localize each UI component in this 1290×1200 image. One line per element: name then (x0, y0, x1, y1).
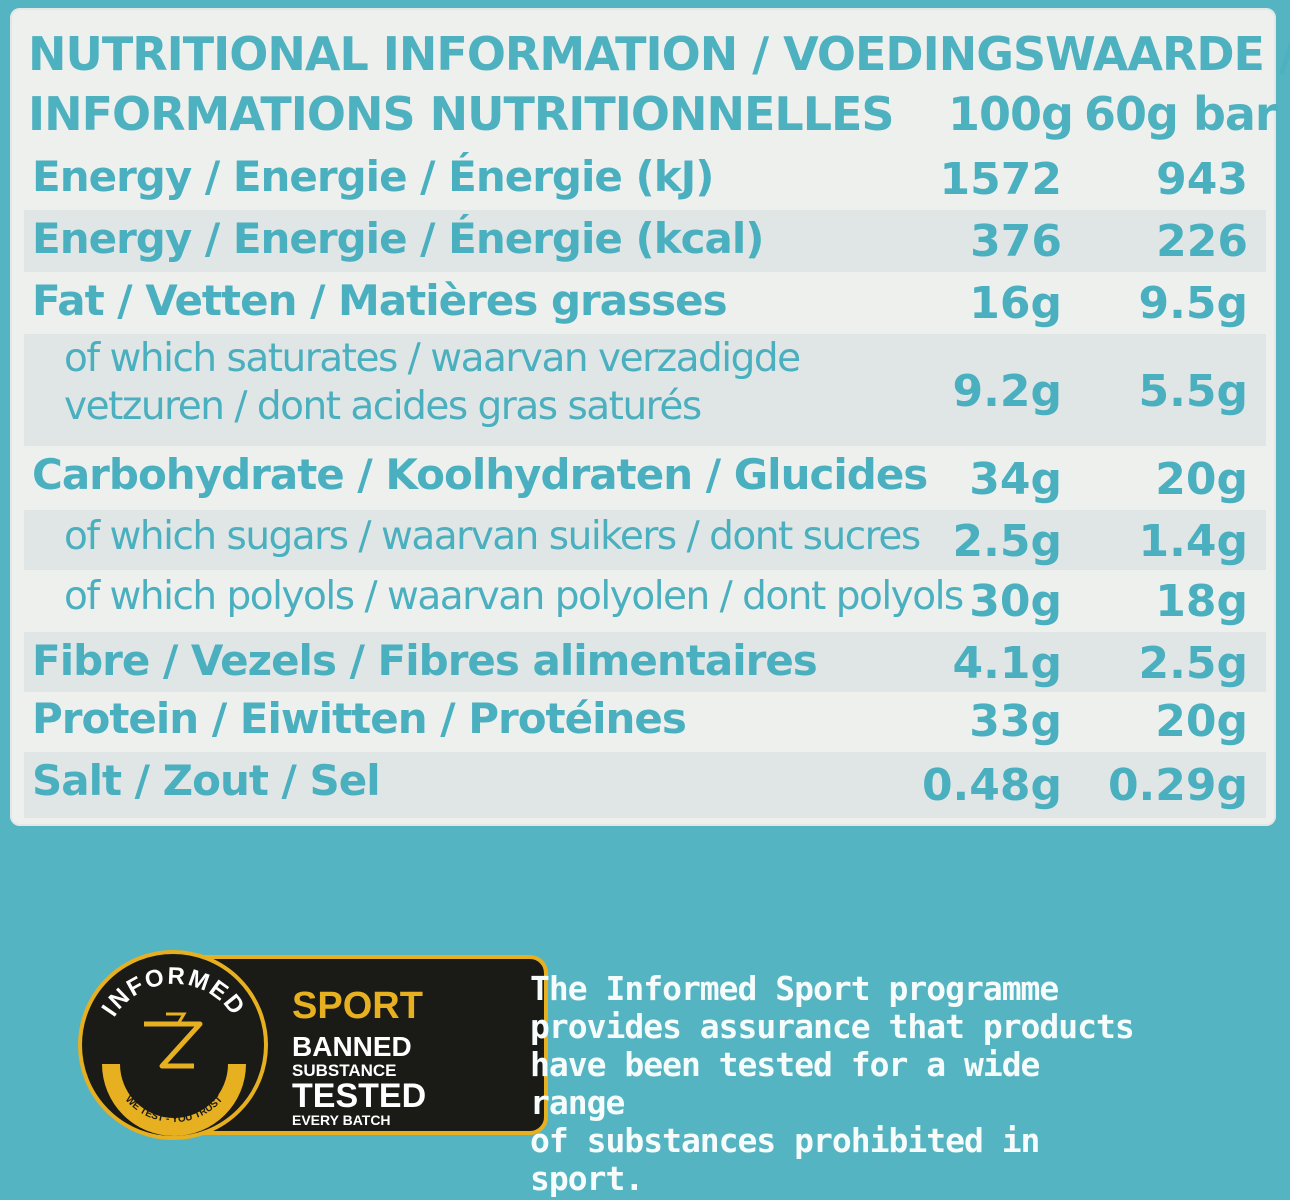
table-row-energy-kcal: Energy / Energie / Énergie (kcal) 376 22… (24, 210, 1266, 272)
informed-sport-description: The Informed Sport programme provides as… (530, 970, 1150, 1198)
table-row-sugars: of which sugars / waarvan suikers / dont… (24, 510, 1266, 570)
nutrition-header: NUTRITIONAL INFORMATION / VOEDINGSWAARDE… (24, 26, 1290, 146)
logo-seal: INFORMED WE TEST - YOU TRUST (78, 950, 268, 1140)
value-per-bar: 5.5g (1138, 366, 1248, 417)
table-row-carbohydrate: Carbohydrate / Koolhydraten / Glucides 3… (24, 446, 1266, 510)
value-per-bar: 226 (1156, 216, 1248, 267)
logo-sport-text: SPORT (292, 985, 423, 1027)
logo-banned-text: BANNED SUBSTANCE TESTED EVERY BATCH (292, 1031, 427, 1128)
nutrition-panel: NUTRITIONAL INFORMATION / VOEDINGSWAARDE… (10, 8, 1290, 826)
logo-banned: BANNED (292, 1031, 412, 1062)
logo-substance: SUBSTANCE (292, 1061, 397, 1080)
value-per-100g: 2.5g (952, 516, 1062, 567)
row-label: Energy / Energie / Énergie (kJ) (32, 152, 714, 201)
row-label: Fibre / Vezels / Fibres alimentaires (32, 636, 818, 685)
column-header-bar: 60g bar (1084, 87, 1278, 141)
value-per-bar: 18g (1155, 576, 1248, 627)
row-label: Carbohydrate / Koolhydraten / Glucides (32, 450, 928, 499)
row-label: of which polyols / waarvan polyolen / do… (64, 574, 964, 619)
description-line: have been tested for a wide range (530, 1045, 1040, 1122)
table-row-fibre: Fibre / Vezels / Fibres alimentaires 4.1… (24, 632, 1266, 692)
column-header-100g: 100g (948, 87, 1074, 141)
value-per-bar: 1.4g (1138, 516, 1248, 567)
table-row-energy-kj: Energy / Energie / Énergie (kJ) 1572 943 (24, 148, 1266, 210)
table-row-fat: Fat / Vetten / Matières grasses 16g 9.5g (24, 272, 1266, 334)
value-per-100g: 16g (969, 278, 1062, 329)
description-line: of substances prohibited in sport. (530, 1121, 1040, 1198)
table-row-polyols: of which polyols / waarvan polyolen / do… (24, 570, 1266, 632)
row-label: Protein / Eiwitten / Protéines (32, 694, 687, 743)
informed-sport-logo: SPORT BANNED SUBSTANCE TESTED EVERY BATC… (78, 950, 548, 1140)
value-per-bar: 9.5g (1138, 278, 1248, 329)
value-per-bar: 2.5g (1138, 638, 1248, 689)
value-per-bar: 20g (1155, 454, 1248, 505)
header-title-line2: INFORMATIONS NUTRITIONNELLES (28, 87, 895, 141)
table-row-salt: Salt / Zout / Sel 0.48g 0.29g (24, 752, 1266, 818)
table-row-saturates: of which saturates / waarvan verzadigde … (24, 334, 1266, 446)
value-per-100g: 9.2g (952, 366, 1062, 417)
value-per-100g: 0.48g (921, 760, 1062, 811)
value-per-bar: 20g (1155, 696, 1248, 747)
value-per-100g: 1572 (939, 154, 1062, 205)
value-per-100g: 30g (969, 576, 1062, 627)
value-per-100g: 33g (969, 696, 1062, 747)
row-label: Fat / Vetten / Matières grasses (32, 276, 728, 325)
header-title-line1: NUTRITIONAL INFORMATION / VOEDINGSWAARDE… (28, 27, 1290, 81)
logo-tested: TESTED (292, 1077, 427, 1115)
row-label-line2: vetzuren / dont acides gras saturés (64, 384, 702, 429)
logo-every-batch: EVERY BATCH (292, 1112, 391, 1128)
row-label: of which sugars / waarvan suikers / dont… (64, 514, 921, 559)
description-line: provides assurance that products (530, 1007, 1135, 1046)
row-label-line1: of which saturates / waarvan verzadigde (64, 336, 801, 381)
value-per-100g: 376 (970, 216, 1062, 267)
value-per-100g: 4.1g (952, 638, 1062, 689)
row-label: Energy / Energie / Énergie (kcal) (32, 214, 764, 263)
value-per-bar: 0.29g (1107, 760, 1248, 811)
row-label: Salt / Zout / Sel (32, 756, 381, 805)
value-per-bar: 943 (1156, 154, 1248, 205)
value-per-100g: 34g (969, 454, 1062, 505)
description-line: The Informed Sport programme (530, 969, 1059, 1008)
table-row-protein: Protein / Eiwitten / Protéines 33g 20g (24, 692, 1266, 752)
seal-ring-graphic: INFORMED WE TEST - YOU TRUST (97, 963, 249, 1136)
nutrition-table: Energy / Energie / Énergie (kJ) 1572 943… (24, 148, 1266, 818)
